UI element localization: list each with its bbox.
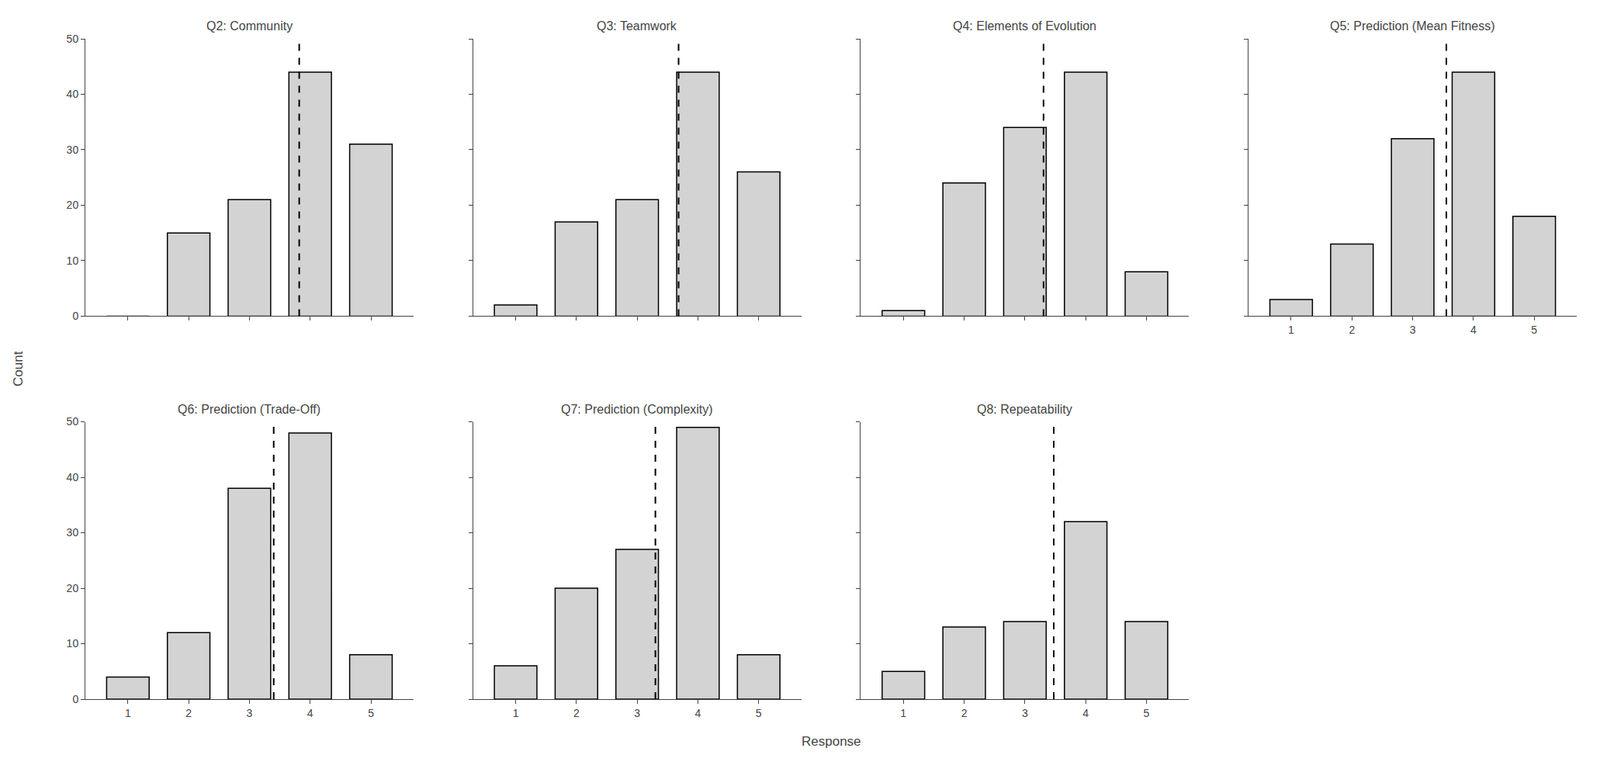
- svg-text:1: 1: [1288, 323, 1295, 336]
- svg-text:20: 20: [66, 198, 80, 212]
- svg-text:Q2: Community: Q2: Community: [206, 19, 293, 33]
- svg-text:30: 30: [66, 143, 80, 156]
- svg-text:4: 4: [695, 706, 702, 720]
- svg-text:2: 2: [1348, 323, 1355, 336]
- svg-text:50: 50: [66, 415, 80, 428]
- svg-text:3: 3: [246, 706, 253, 720]
- svg-text:2: 2: [573, 706, 580, 720]
- svg-text:Q8: Repeatability: Q8: Repeatability: [976, 402, 1073, 416]
- svg-text:30: 30: [66, 526, 80, 539]
- svg-text:Q3: Teamwork: Q3: Teamwork: [596, 19, 678, 33]
- svg-text:4: 4: [1082, 706, 1089, 720]
- svg-text:50: 50: [66, 32, 80, 46]
- svg-text:Response: Response: [801, 734, 862, 749]
- svg-text:0: 0: [72, 692, 79, 706]
- svg-text:3: 3: [633, 706, 641, 720]
- svg-text:10: 10: [66, 637, 80, 650]
- svg-text:Q4: Elements of Evolution: Q4: Elements of Evolution: [952, 19, 1097, 33]
- svg-text:4: 4: [307, 706, 314, 720]
- svg-text:Q5: Prediction (Mean Fitness): Q5: Prediction (Mean Fitness): [1329, 19, 1496, 33]
- svg-text:10: 10: [66, 254, 80, 267]
- svg-text:3: 3: [1021, 706, 1029, 720]
- svg-text:1: 1: [124, 706, 132, 720]
- svg-text:20: 20: [66, 581, 80, 595]
- svg-text:Q6: Prediction (Trade-Off): Q6: Prediction (Trade-Off): [177, 402, 321, 416]
- svg-text:3: 3: [1409, 323, 1417, 336]
- svg-text:4: 4: [1470, 323, 1477, 336]
- svg-text:2: 2: [185, 706, 192, 720]
- svg-text:5: 5: [1530, 323, 1538, 336]
- svg-text:1: 1: [900, 706, 907, 720]
- svg-text:1: 1: [512, 706, 520, 720]
- svg-text:2: 2: [961, 706, 968, 720]
- svg-text:5: 5: [1143, 706, 1150, 720]
- svg-text:Count: Count: [10, 350, 26, 387]
- svg-text:5: 5: [367, 706, 375, 720]
- svg-text:Q7: Prediction (Complexity): Q7: Prediction (Complexity): [561, 402, 714, 416]
- svg-text:40: 40: [66, 87, 80, 101]
- svg-text:40: 40: [66, 470, 80, 484]
- svg-text:5: 5: [755, 706, 762, 720]
- svg-text:0: 0: [72, 309, 79, 323]
